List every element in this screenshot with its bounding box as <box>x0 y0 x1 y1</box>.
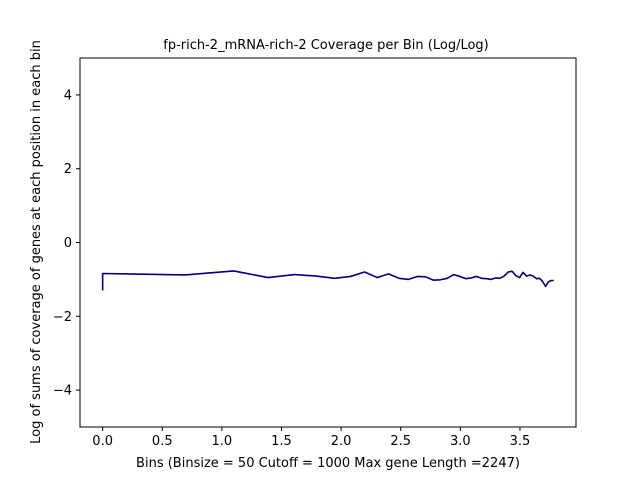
chart-title: fp-rich-2_mRNA-rich-2 Coverage per Bin (… <box>163 38 489 53</box>
x-axis-ticks: 0.0 0.5 1.0 1.5 2.0 2.5 3.0 3.5 <box>92 427 530 449</box>
x-tick-label: 3.5 <box>510 434 531 449</box>
x-tick-label: 3.0 <box>450 434 471 449</box>
x-tick-label: 1.0 <box>212 434 233 449</box>
y-tick-label: −4 <box>53 384 72 399</box>
plot-frame <box>79 57 577 428</box>
plot-area: 0.0 0.5 1.0 1.5 2.0 2.5 3.0 3.5 −4 −2 0 2 4 <box>53 57 577 449</box>
x-tick-label: 0.0 <box>92 434 113 449</box>
y-tick-label: 4 <box>64 88 72 103</box>
x-tick-label: 1.5 <box>271 434 292 449</box>
y-tick-label: −2 <box>53 310 72 325</box>
x-axis-title: Bins (Binsize = 50 Cutoff = 1000 Max gen… <box>136 456 520 471</box>
x-tick-label: 2.5 <box>390 434 411 449</box>
y-axis-ticks: −4 −2 0 2 4 <box>53 88 80 399</box>
x-tick-label: 0.5 <box>152 434 173 449</box>
x-tick-label: 2.0 <box>331 434 352 449</box>
y-axis-title: Log of sums of coverage of genes at each… <box>29 40 44 444</box>
y-tick-label: 0 <box>64 236 72 251</box>
coverage-series-line <box>101 270 554 291</box>
y-tick-label: 2 <box>64 162 72 177</box>
series-layer <box>101 270 554 291</box>
